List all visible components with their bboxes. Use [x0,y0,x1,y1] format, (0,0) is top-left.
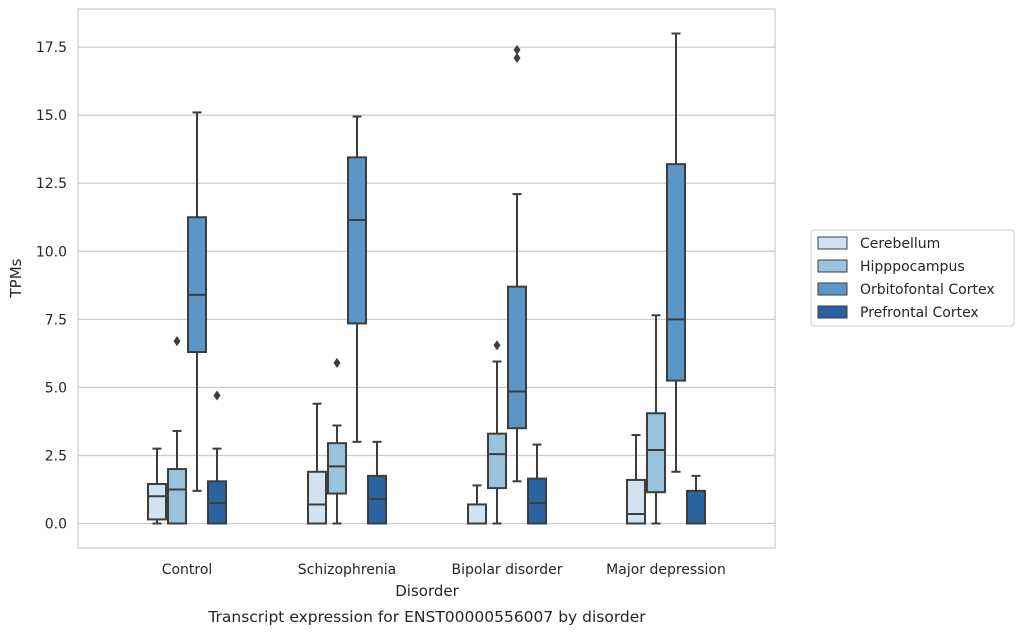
outlier-marker [513,44,521,55]
outlier-marker [513,53,521,63]
box [307,402,327,525]
box [327,357,347,525]
box-iqr [527,477,547,525]
box [467,484,487,525]
legend-swatch [817,282,848,296]
legend-label: Prefrontal Cortex [860,305,979,321]
box [646,314,666,525]
box-iqr [487,432,507,490]
box-layer [147,32,706,525]
box [527,443,547,525]
box-iqr [147,483,167,521]
y-tick-label: 10.0 [36,244,67,260]
box [507,44,527,483]
outlier-marker [173,336,181,347]
box-iqr [666,163,686,382]
box [207,390,227,525]
legend: Cerebellum Hipppocampus Orbitofontal Corte… [810,229,1015,327]
legend-frame [810,229,1015,327]
y-tick-label: 15.0 [36,108,67,124]
box [187,111,207,492]
y-tick-label: 17.5 [36,40,67,56]
box-iqr [626,478,646,525]
outlier-marker [493,340,501,351]
legend-swatch [817,236,848,250]
y-tick-label: 7.5 [45,312,67,328]
box [347,115,367,443]
box-iqr [507,285,527,430]
x-tick-label: Bipolar disorder [451,562,562,578]
y-tick-label: 12.5 [36,176,67,192]
x-tick-label: Schizophrenia [298,562,396,578]
box-iqr [646,412,666,494]
box [686,474,706,525]
box-iqr [307,470,327,525]
box-iqr [187,216,207,353]
y-tick-label: 0.0 [45,517,67,533]
x-tick-label: Control [162,562,213,578]
plot-frame [77,8,776,549]
x-tick-label: Major depression [606,562,726,578]
box-iqr [167,468,187,525]
x-axis-label: Disorder [395,582,459,600]
box [147,447,167,525]
legend-label: Orbitofontal Cortex [860,282,995,298]
chart-caption: Transcript expression for ENST0000055600… [207,608,646,626]
y-tick-label: 5.0 [45,380,67,396]
outlier-marker [213,390,221,401]
x-tick-labels: Control Schizophrenia Bipolar disorder Majo… [162,562,726,578]
legend-swatch [817,259,848,273]
legend-label: Cerebellum [860,236,940,252]
box [666,32,686,473]
legend-swatch [817,305,848,319]
box [487,340,507,525]
box-iqr [347,156,367,325]
box [367,440,387,525]
legend-label: Hipppocampus [860,259,965,275]
box [167,336,187,525]
y-tick-label: 2.5 [45,448,67,464]
box [626,434,646,525]
y-tick-labels: 0.0 2.5 5.0 7.5 10.0 12.5 15.0 17.5 [36,40,67,532]
box-iqr [467,503,487,525]
box-iqr [327,442,347,495]
outlier-marker [333,357,341,368]
y-axis-label: TPMs [7,258,25,298]
box-iqr [686,489,706,525]
